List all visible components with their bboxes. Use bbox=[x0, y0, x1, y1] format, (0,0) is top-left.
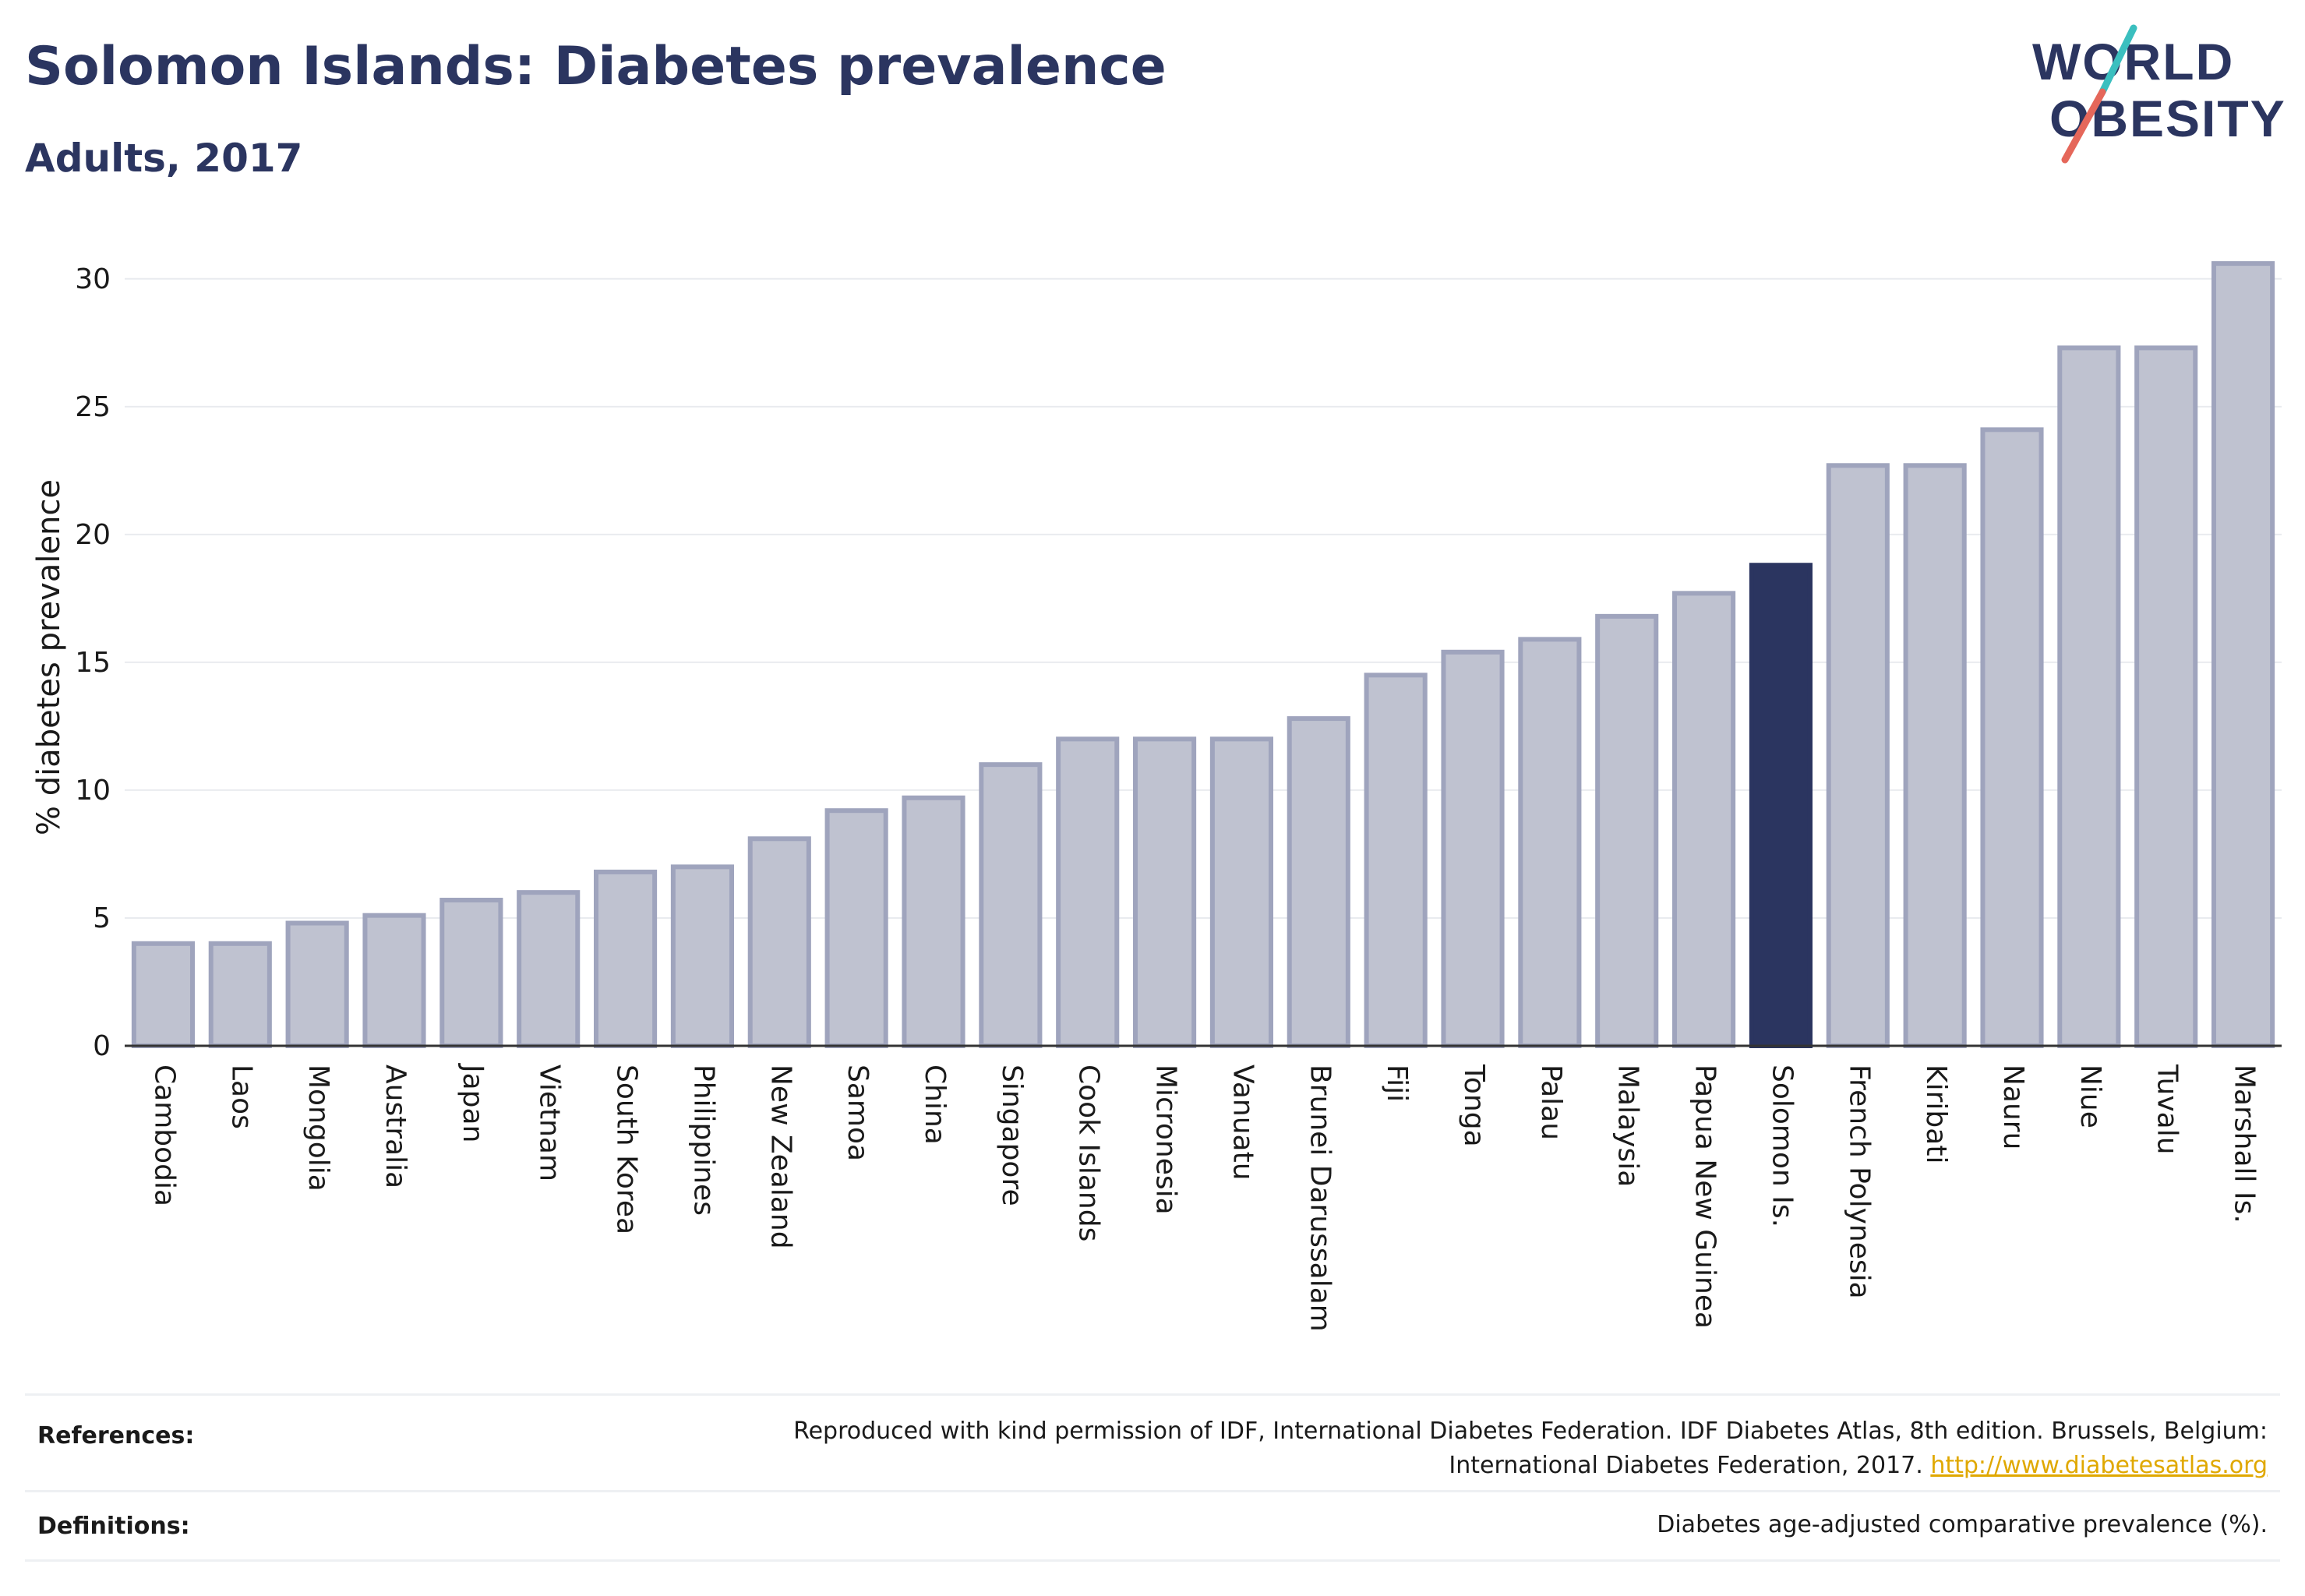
bar bbox=[1209, 736, 1273, 1048]
x-tick-label: Nauru bbox=[1997, 1065, 2029, 1149]
references-line1: Reproduced with kind permission of IDF, … bbox=[793, 1418, 2268, 1445]
world-obesity-logo: WORLD OBESITY bbox=[2032, 24, 2285, 164]
y-tick-label: 0 bbox=[93, 1030, 111, 1062]
bar bbox=[1672, 591, 1736, 1048]
x-tick-label: Fiji bbox=[1381, 1065, 1413, 1102]
bar bbox=[285, 920, 349, 1049]
bar bbox=[1364, 673, 1428, 1048]
bar bbox=[131, 941, 195, 1048]
bar bbox=[2211, 261, 2275, 1049]
references-link[interactable]: http://www.diabetesatlas.org bbox=[1930, 1452, 2268, 1479]
x-tick-label: South Korea bbox=[611, 1065, 643, 1234]
references-line2: International Diabetes Federation, 2017. bbox=[1449, 1452, 1923, 1479]
x-tick-label: Solomon Is. bbox=[1766, 1065, 1798, 1227]
definitions-row: Definitions: Diabetes age-adjusted compa… bbox=[25, 1490, 2280, 1562]
x-tick-label: Tuvalu bbox=[2151, 1064, 2183, 1155]
x-tick-label: Papua New Guinea bbox=[1689, 1065, 1721, 1329]
x-tick-label: Vietnam bbox=[534, 1065, 566, 1181]
x-tick-label: Tonga bbox=[1458, 1064, 1490, 1147]
y-axis-label: % diabetes prevalence bbox=[31, 479, 67, 835]
bar bbox=[1056, 736, 1120, 1048]
bar bbox=[670, 864, 734, 1049]
x-tick-label: Philippines bbox=[687, 1065, 719, 1216]
y-tick-label: 5 bbox=[93, 902, 111, 934]
bar bbox=[747, 836, 811, 1048]
references-text: Reproduced with kind permission of IDF, … bbox=[793, 1414, 2268, 1483]
x-tick-label: Samoa bbox=[842, 1065, 874, 1161]
x-tick-label: Micronesia bbox=[1150, 1065, 1182, 1215]
bar bbox=[1980, 427, 2044, 1048]
bar bbox=[902, 795, 965, 1048]
x-tick-label: Palau bbox=[1535, 1065, 1567, 1140]
x-tick-label: Vanuatu bbox=[1227, 1065, 1258, 1181]
x-tick-label: Cambodia bbox=[148, 1065, 180, 1206]
x-tick-label: Malaysia bbox=[1612, 1065, 1644, 1187]
logo-line1: WORLD bbox=[2032, 33, 2234, 90]
bar bbox=[1133, 736, 1197, 1048]
y-tick-label: 30 bbox=[75, 263, 111, 295]
bar bbox=[1826, 463, 1890, 1048]
x-tick-label: French Polynesia bbox=[1843, 1065, 1875, 1299]
x-tick-label: Australia bbox=[379, 1065, 411, 1188]
x-tick-label: Niue bbox=[2074, 1065, 2106, 1128]
bar bbox=[1518, 637, 1582, 1048]
x-tick-label: China bbox=[919, 1065, 951, 1145]
bar bbox=[1287, 716, 1350, 1048]
bar bbox=[1595, 613, 1659, 1048]
y-tick-label: 15 bbox=[75, 647, 111, 679]
x-tick-label: Singapore bbox=[996, 1065, 1028, 1206]
definitions-label: Definitions: bbox=[37, 1513, 190, 1540]
bar bbox=[979, 762, 1043, 1048]
x-tick-label: Laos bbox=[225, 1065, 257, 1129]
bar-chart: 0 5 10 15 20 25 30 % diabetes prevalence Cambodi… bbox=[31, 261, 2282, 1332]
x-tick-label: Mongolia bbox=[302, 1065, 334, 1192]
x-tick-label: Kiribati bbox=[1920, 1065, 1952, 1163]
x-tick-label: Brunei Darussalam bbox=[1304, 1065, 1336, 1332]
logo-slash-teal bbox=[2099, 24, 2137, 96]
bar bbox=[517, 890, 581, 1048]
bar bbox=[824, 808, 888, 1049]
page-title: Solomon Islands: Diabetes prevalence bbox=[25, 36, 1167, 97]
references-line2-wrap: International Diabetes Federation, 2017.… bbox=[793, 1449, 2268, 1483]
bar-highlight bbox=[1749, 563, 1813, 1048]
page-subtitle: Adults, 2017 bbox=[25, 136, 303, 181]
x-tick-label: New Zealand bbox=[764, 1065, 796, 1249]
bar bbox=[594, 869, 658, 1049]
y-tick-label: 25 bbox=[75, 391, 111, 423]
x-tick-label: Marshall Is. bbox=[2229, 1065, 2261, 1223]
x-tick-label: Cook Islands bbox=[1073, 1065, 1105, 1241]
definitions-text: Diabetes age-adjusted comparative preval… bbox=[1657, 1511, 2268, 1538]
bar bbox=[362, 913, 426, 1049]
x-tick-label: Japan bbox=[457, 1063, 489, 1142]
bar bbox=[1441, 649, 1505, 1048]
bar bbox=[2057, 345, 2121, 1049]
bar bbox=[439, 898, 503, 1048]
y-tick-label: 20 bbox=[75, 519, 111, 551]
y-tick-label: 10 bbox=[75, 775, 111, 807]
bar bbox=[1903, 463, 1967, 1048]
logo-slash-red bbox=[2061, 88, 2106, 164]
bar bbox=[208, 941, 272, 1048]
bar bbox=[2134, 345, 2198, 1049]
references-label: References: bbox=[37, 1422, 195, 1449]
references-row: References: Reproduced with kind permiss… bbox=[25, 1393, 2280, 1491]
